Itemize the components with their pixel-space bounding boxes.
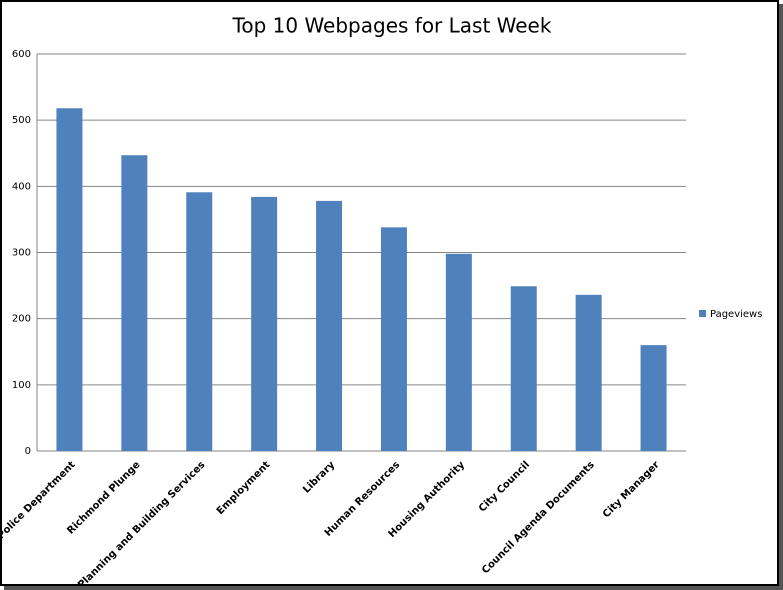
x-tick-label: Library <box>301 459 337 495</box>
bar <box>445 253 472 451</box>
x-tick-label: Employment <box>215 459 273 517</box>
bar <box>575 294 602 451</box>
y-tick-label: 300 <box>12 248 31 259</box>
bar <box>640 345 667 451</box>
y-tick-label: 100 <box>12 380 31 391</box>
x-tick-label: Human Resources <box>323 459 402 538</box>
bar <box>380 227 407 451</box>
x-tick-label: City Manager <box>601 459 662 520</box>
x-tick-label: Housing Authority <box>387 459 468 540</box>
y-tick-label: 0 <box>25 446 31 457</box>
x-tick-label: Richmond Plunge <box>65 459 142 536</box>
bar <box>186 192 213 451</box>
x-tick-label: City Council <box>477 459 532 514</box>
y-tick-label: 200 <box>12 314 31 325</box>
chart-title: Top 10 Webpages for Last Week <box>232 14 552 38</box>
y-tick-label: 400 <box>12 181 31 192</box>
bar <box>121 155 148 452</box>
legend-swatch <box>699 310 706 317</box>
bar <box>510 286 537 451</box>
x-tick-label: Council Agenda Documents <box>480 459 597 576</box>
bar <box>56 108 83 452</box>
y-tick-label: 600 <box>12 49 31 60</box>
bar <box>251 196 278 451</box>
legend-label: Pageviews <box>710 309 762 320</box>
y-tick-label: 500 <box>12 115 31 126</box>
bar <box>316 200 343 451</box>
x-tick-label: Planning and Building Services <box>76 459 207 584</box>
chart: Top 10 Webpages for Last Week 0 100 200 300… <box>0 14 762 590</box>
